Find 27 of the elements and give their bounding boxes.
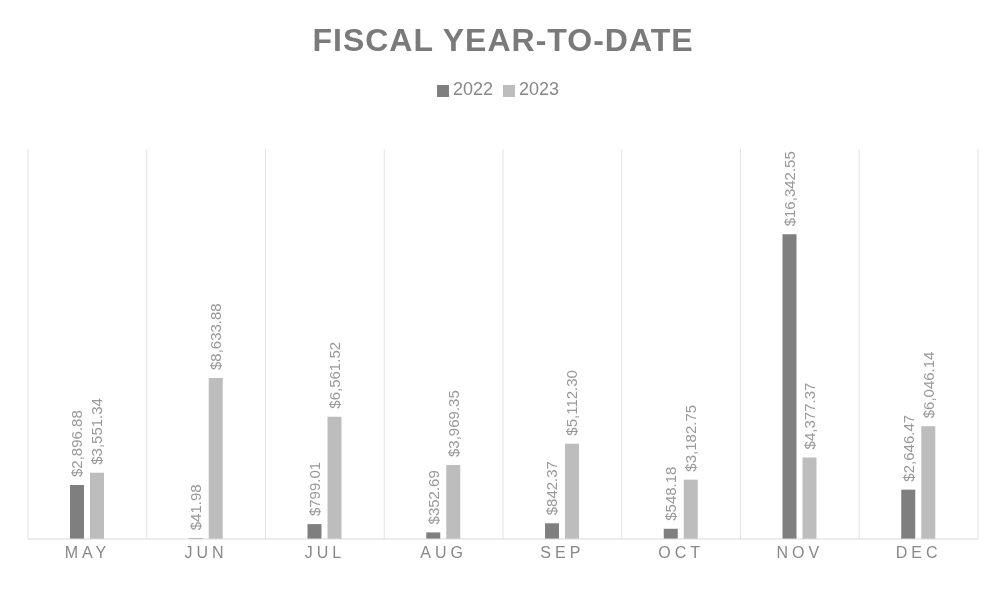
data-label: $8,633.88 xyxy=(207,303,225,371)
x-tick-label: MAY xyxy=(64,544,111,562)
data-label: $3,182.75 xyxy=(682,404,700,472)
data-label: $16,342.55 xyxy=(781,151,798,227)
legend-label: 2022 xyxy=(452,79,493,99)
data-label: $6,046.14 xyxy=(919,351,937,419)
data-label: $5,112.30 xyxy=(563,370,581,436)
data-label: $352.69 xyxy=(424,470,442,525)
x-tick-label: JUN xyxy=(184,544,228,562)
x-tick-label: NOV xyxy=(776,544,824,562)
data-label: $3,551.34 xyxy=(88,398,106,465)
data-label: $799.01 xyxy=(306,461,323,517)
x-tick-label: JUL xyxy=(304,544,346,562)
data-label: $2,646.47 xyxy=(899,414,917,482)
data-label: $2,896.88 xyxy=(68,410,86,477)
x-tick-label: AUG xyxy=(420,544,467,562)
legend-label: 2023 xyxy=(519,79,560,99)
chart-title: FISCAL YEAR-TO-DATE xyxy=(311,21,695,59)
data-label: $3,969.35 xyxy=(444,390,462,457)
x-tick-label: DEC xyxy=(895,544,942,562)
data-label: $4,377.37 xyxy=(801,382,818,450)
x-tick-label: OCT xyxy=(658,544,705,562)
data-label: $41.98 xyxy=(187,484,205,531)
data-label: $6,561.52 xyxy=(326,341,343,409)
data-label: $842.37 xyxy=(543,461,561,516)
data-label: $548.18 xyxy=(662,466,680,521)
x-tick-label: SEP xyxy=(540,544,585,562)
